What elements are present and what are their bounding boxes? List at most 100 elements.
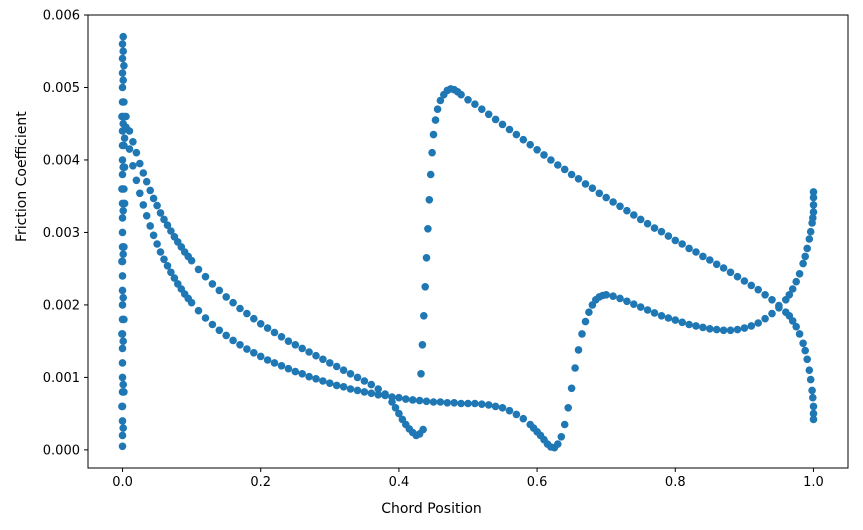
scatter-point (581, 317, 590, 326)
scatter-point (167, 268, 175, 277)
scatter-point (420, 312, 428, 320)
x-tick-label: 1.0 (803, 475, 824, 490)
scatter-point (312, 375, 320, 383)
scatter-point (120, 98, 128, 106)
scatter-point (243, 345, 251, 353)
scatter-point (229, 336, 237, 345)
scatter-point (136, 159, 144, 168)
scatter-point (326, 359, 334, 367)
scatter-point (284, 364, 293, 373)
scatter-point (119, 293, 127, 302)
scatter-point (768, 296, 776, 304)
scatter-point (160, 255, 168, 264)
scatter-point (125, 145, 134, 153)
scatter-point (298, 370, 307, 378)
scatter-point (332, 381, 341, 390)
scatter-point (118, 359, 127, 367)
axes-frame (87, 14, 849, 469)
y-tick-label: 0.005 (43, 81, 80, 96)
scatter-point (636, 215, 645, 224)
scatter-point (785, 291, 794, 299)
scatter-point (719, 264, 728, 272)
scatter-point (236, 304, 244, 313)
scatter-point (167, 227, 175, 235)
scatter-point (256, 320, 265, 328)
scatter-point (809, 201, 818, 209)
scatter-point (263, 324, 272, 332)
scatter-point (636, 303, 645, 311)
y-tick-label: 0.000 (43, 443, 80, 458)
scatter-point (353, 373, 362, 382)
scatter-point (450, 399, 459, 407)
scatter-point (426, 170, 435, 179)
scatter-point (122, 112, 130, 121)
scatter-point (374, 385, 383, 393)
x-tick-label: 0.6 (527, 475, 548, 490)
scatter-point (367, 380, 376, 389)
scatter-point (422, 397, 431, 406)
scatter-point (505, 125, 514, 134)
scatter-point (118, 257, 126, 266)
scatter-point (609, 292, 617, 301)
scatter-point (215, 286, 224, 295)
scatter-point (602, 291, 610, 299)
scatter-point (616, 294, 624, 303)
scatter-point (415, 396, 424, 405)
scatter-point (478, 105, 486, 113)
scatter-point (609, 198, 617, 206)
scatter-point (585, 308, 593, 317)
scatter-point (132, 148, 141, 157)
scatter-point (484, 401, 493, 409)
scatter-point (588, 184, 597, 192)
scatter-point (719, 326, 728, 335)
scatter-point (119, 250, 127, 258)
scatter-point (119, 47, 127, 55)
scatter-point (319, 355, 327, 364)
scatter-point (346, 385, 355, 393)
scatter-point (775, 304, 783, 312)
scatter-point (270, 359, 279, 367)
x-tick-label: 0.4 (389, 475, 410, 490)
scatter-point (540, 151, 548, 159)
scatter-point (360, 388, 369, 396)
scatter-point (118, 185, 126, 193)
scatter-point (256, 352, 265, 361)
scatter-point (564, 404, 572, 412)
scatter-point (498, 404, 507, 412)
scatter-point (457, 90, 465, 99)
scatter-point (429, 398, 438, 406)
scatter-point (153, 201, 161, 210)
scatter-point (374, 391, 383, 399)
scatter-point (250, 349, 258, 357)
scatter-point (733, 272, 742, 281)
scatter-point (623, 297, 631, 306)
scatter-point (799, 339, 807, 348)
scatter-point (208, 280, 217, 288)
scatter-point (560, 165, 569, 174)
scatter-point (671, 316, 680, 324)
scatter-point (118, 442, 127, 451)
scatter-point (284, 337, 293, 346)
scatter-point (809, 393, 817, 402)
scatter-point (118, 156, 127, 164)
scatter-point (602, 193, 610, 202)
scatter-point (806, 375, 815, 384)
scatter-point (809, 402, 818, 411)
scatter-point (391, 404, 400, 412)
scatter-point (119, 337, 127, 346)
scatter-point (505, 406, 514, 415)
scatter-point (643, 219, 652, 228)
scatter-point (187, 298, 196, 307)
scatter-point (803, 355, 811, 364)
scatter-point (424, 225, 432, 233)
scatter-point (291, 341, 300, 349)
scatter-point (519, 414, 528, 423)
scatter-point (194, 265, 203, 274)
scatter-point (312, 351, 320, 360)
scatter-point (129, 138, 137, 146)
scatter-point (263, 356, 272, 364)
scatter-point (699, 252, 707, 261)
scatter-point (118, 54, 127, 63)
scatter-point (425, 196, 434, 204)
scatter-point (761, 291, 769, 299)
